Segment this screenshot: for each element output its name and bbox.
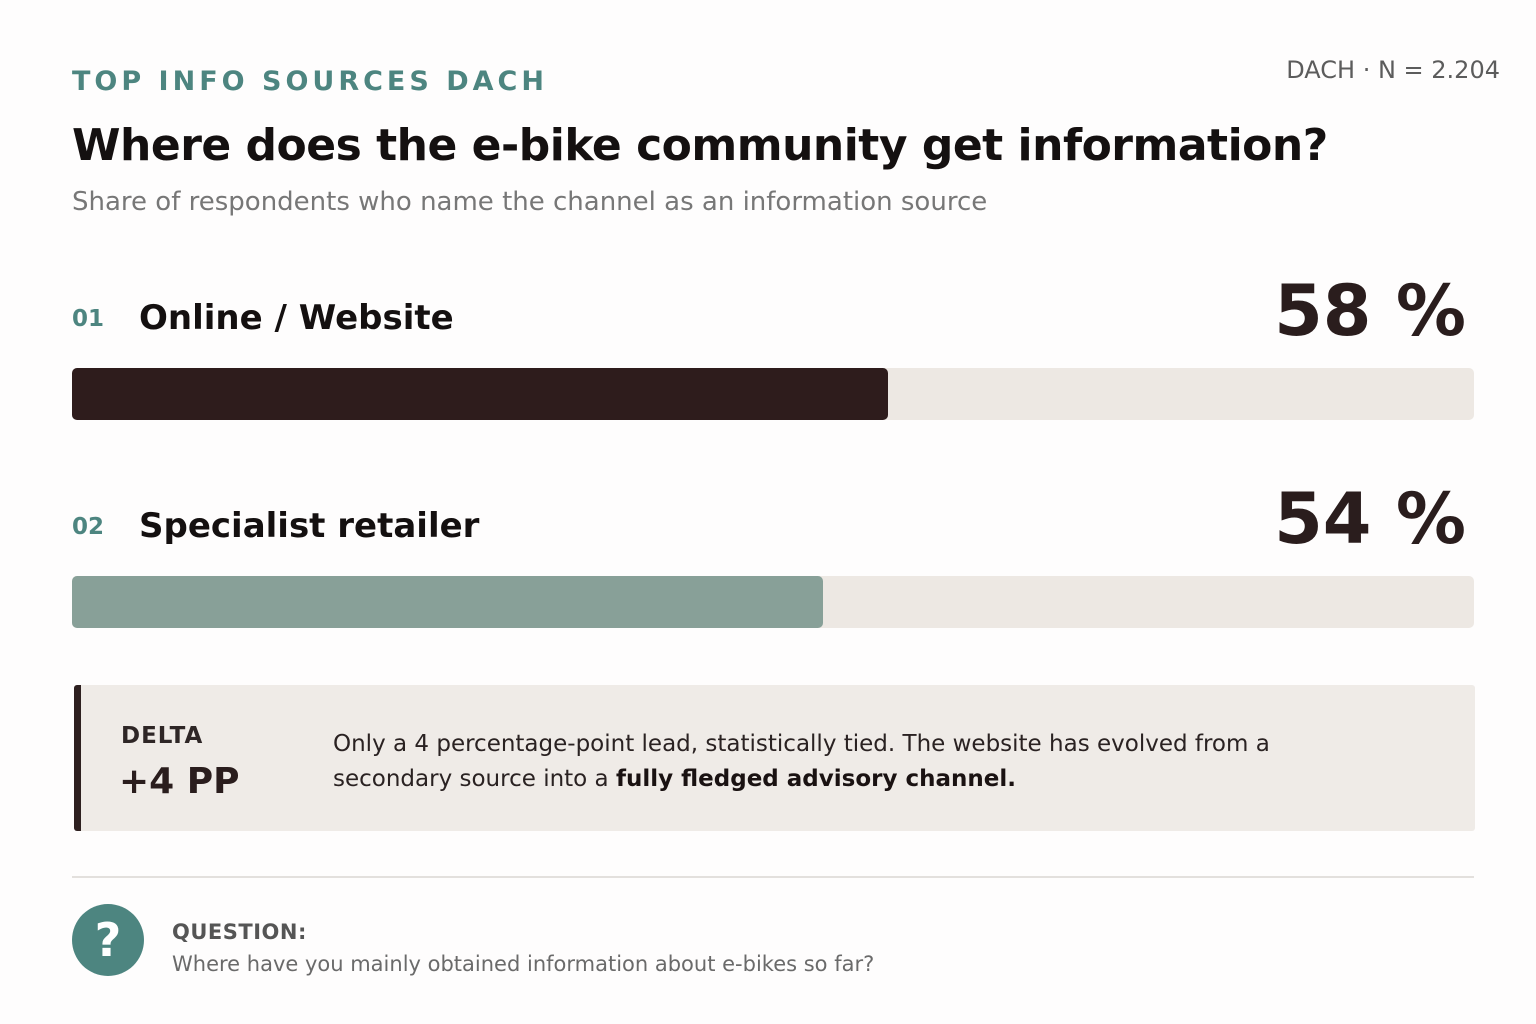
delta-text-plain: Only a 4 percentage-point lead, statisti… [333,731,1270,792]
bar-rank: 01 [72,306,105,332]
chart-subtitle: Share of respondents who name the channe… [72,187,988,217]
bar-fill [72,576,823,628]
bar-fill [72,368,888,420]
bar-value-label: 58 % [1274,270,1466,352]
question-text: Where have you mainly obtained informati… [172,952,875,976]
question-mark-icon: ? [72,904,144,976]
bar-rank: 02 [72,514,105,540]
delta-callout: DELTA +4 PP Only a 4 percentage-point le… [74,685,1475,831]
delta-value: +4 PP [119,761,240,802]
bar-row: 02 Specialist retailer 54 % [72,478,1474,630]
eyebrow: TOP INFO SOURCES DACH [72,66,548,97]
bar-track [72,368,1474,420]
bar-label: Online / Website [139,298,454,338]
bar-value-label: 54 % [1274,478,1466,560]
delta-text-bold: fully fledged advisory channel. [615,766,1016,792]
sample-meta: DACH · N = 2.204 [1286,56,1500,84]
delta-label: DELTA [121,723,204,749]
question-label: QUESTION: [172,920,307,944]
chart-title: Where does the e-bike community get info… [72,120,1328,171]
bar-label: Specialist retailer [139,506,480,546]
divider [72,876,1474,878]
bar-row: 01 Online / Website 58 % [72,270,1474,422]
delta-text: Only a 4 percentage-point lead, statisti… [333,727,1293,797]
bar-track [72,576,1474,628]
